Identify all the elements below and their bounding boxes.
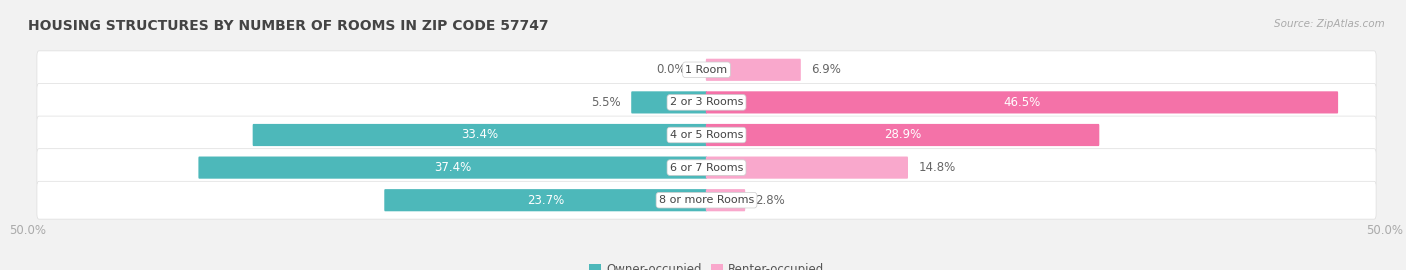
- Text: 46.5%: 46.5%: [1004, 96, 1040, 109]
- Text: 2.8%: 2.8%: [755, 194, 785, 207]
- FancyBboxPatch shape: [253, 124, 707, 146]
- FancyBboxPatch shape: [706, 124, 1099, 146]
- Text: 23.7%: 23.7%: [527, 194, 564, 207]
- FancyBboxPatch shape: [706, 91, 1339, 113]
- Text: Source: ZipAtlas.com: Source: ZipAtlas.com: [1274, 19, 1385, 29]
- Text: 28.9%: 28.9%: [884, 129, 921, 141]
- Text: 2 or 3 Rooms: 2 or 3 Rooms: [669, 97, 744, 107]
- Text: 0.0%: 0.0%: [657, 63, 686, 76]
- FancyBboxPatch shape: [631, 91, 707, 113]
- Legend: Owner-occupied, Renter-occupied: Owner-occupied, Renter-occupied: [585, 259, 828, 270]
- FancyBboxPatch shape: [37, 181, 1376, 219]
- FancyBboxPatch shape: [37, 83, 1376, 121]
- FancyBboxPatch shape: [706, 189, 745, 211]
- Text: 33.4%: 33.4%: [461, 129, 499, 141]
- Text: 8 or more Rooms: 8 or more Rooms: [659, 195, 754, 205]
- Text: 14.8%: 14.8%: [918, 161, 956, 174]
- FancyBboxPatch shape: [37, 116, 1376, 154]
- FancyBboxPatch shape: [37, 51, 1376, 89]
- Text: 5.5%: 5.5%: [592, 96, 621, 109]
- Text: 1 Room: 1 Room: [686, 65, 727, 75]
- FancyBboxPatch shape: [384, 189, 707, 211]
- Text: 37.4%: 37.4%: [434, 161, 471, 174]
- FancyBboxPatch shape: [37, 149, 1376, 187]
- Text: 6.9%: 6.9%: [811, 63, 841, 76]
- FancyBboxPatch shape: [706, 157, 908, 179]
- Text: 4 or 5 Rooms: 4 or 5 Rooms: [669, 130, 744, 140]
- FancyBboxPatch shape: [198, 157, 707, 179]
- Text: 6 or 7 Rooms: 6 or 7 Rooms: [669, 163, 744, 173]
- FancyBboxPatch shape: [706, 59, 801, 81]
- Text: HOUSING STRUCTURES BY NUMBER OF ROOMS IN ZIP CODE 57747: HOUSING STRUCTURES BY NUMBER OF ROOMS IN…: [28, 19, 548, 33]
